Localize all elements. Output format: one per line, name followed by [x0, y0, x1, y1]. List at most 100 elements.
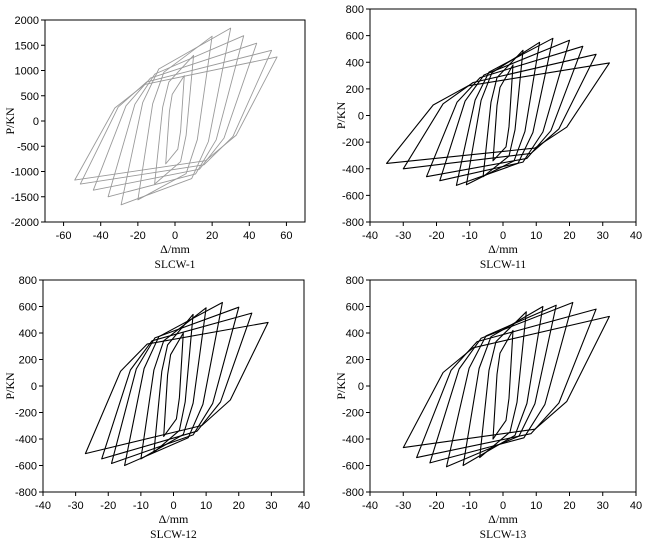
hysteresis-loop-2 [479, 311, 527, 459]
y-tick-label: 1000 [15, 66, 39, 78]
hysteresis-loop-3 [137, 35, 213, 201]
x-tick-label: 10 [530, 500, 542, 512]
y-tick-label: -200 [342, 137, 364, 149]
x-tick-label: -40 [35, 500, 51, 512]
y-tick-label: -600 [342, 190, 364, 202]
hysteresis-loop-2 [482, 49, 524, 178]
y-tick-label: 400 [346, 57, 364, 69]
hysteresis-loop-7 [79, 49, 273, 185]
y-tick-label: 200 [346, 355, 364, 367]
hysteresis-loop-4 [120, 27, 232, 206]
hysteresis-loop-5 [429, 301, 574, 464]
chart-caption: SLCW-1 [155, 259, 196, 271]
hysteresis-loop-1 [492, 329, 514, 440]
y-tick-label: -1000 [11, 167, 39, 179]
y-tick-label: -800 [342, 487, 364, 499]
hysteresis-loop-3 [465, 41, 541, 186]
x-tick-label: 20 [563, 230, 575, 242]
y-tick-label: 400 [19, 328, 37, 340]
x-tick-label: 30 [597, 230, 609, 242]
y-tick-label: 600 [346, 302, 364, 314]
x-tick-label: 40 [630, 500, 642, 512]
hysteresis-loop-5 [110, 306, 240, 465]
y-tick-label: 0 [358, 381, 364, 393]
x-tick-label: 20 [563, 500, 575, 512]
hysteresis-loop-6 [416, 308, 597, 459]
hysteresis-loop-7 [84, 321, 269, 455]
y-tick-label: -500 [17, 141, 39, 153]
y-tick-label: 600 [19, 302, 37, 314]
x-axis-title: Δ/mm [159, 512, 189, 526]
y-tick-label: 0 [358, 111, 364, 123]
x-tick-label: 20 [206, 230, 218, 242]
hysteresis-loop-8 [74, 56, 278, 181]
y-tick-label: 800 [346, 4, 364, 16]
x-tick-label: 0 [172, 230, 178, 242]
x-tick-label: 60 [280, 230, 292, 242]
y-tick-label: -400 [342, 434, 364, 446]
y-tick-label: 0 [33, 116, 39, 128]
hysteresis-loop-1 [165, 75, 185, 165]
x-tick-label: -40 [93, 230, 109, 242]
x-tick-label: -60 [56, 230, 72, 242]
y-axis-title: P/KN [3, 372, 17, 400]
x-tick-label: 40 [298, 500, 310, 512]
x-axis-title: Δ/mm [488, 242, 518, 256]
hysteresis-loop-4 [445, 304, 557, 468]
plot-frame [369, 279, 637, 493]
chart-caption: SLCW-12 [150, 529, 197, 541]
x-tick-label: -10 [462, 500, 478, 512]
y-tick-label: -200 [342, 408, 364, 420]
y-axis-title: P/KN [334, 372, 348, 400]
y-tick-label: 0 [31, 381, 37, 393]
y-tick-label: 200 [19, 355, 37, 367]
x-tick-label: -40 [362, 230, 378, 242]
x-tick-label: -30 [68, 500, 84, 512]
hysteresis-loop-7 [402, 315, 610, 449]
hysteresis-loop-1 [163, 332, 184, 437]
hysteresis-loop-6 [425, 45, 584, 178]
y-tick-label: 600 [346, 31, 364, 43]
y-tick-label: 1500 [15, 40, 39, 52]
x-tick-label: -40 [362, 500, 378, 512]
hysteresis-loop-3 [462, 305, 544, 467]
x-tick-label: -30 [395, 230, 411, 242]
y-tick-label: 500 [21, 91, 39, 103]
hysteresis-loop-6 [101, 312, 253, 460]
x-tick-label: -30 [395, 500, 411, 512]
y-tick-label: -200 [15, 408, 37, 420]
y-axis-title: P/KN [334, 101, 348, 129]
chart-panel-1: 2000 1500 1000 500 0 -500 -1000 -1500 -2000 -60 -4… [3, 15, 306, 271]
x-tick-label: 0 [170, 500, 176, 512]
x-tick-label: 0 [500, 230, 506, 242]
hysteresis-loop-5 [107, 35, 245, 198]
x-tick-label: 30 [597, 500, 609, 512]
x-tick-label: 40 [243, 230, 255, 242]
y-tick-label: -1500 [11, 192, 39, 204]
plot-frame [369, 8, 637, 223]
y-tick-label: -400 [15, 434, 37, 446]
y-tick-label: 200 [346, 84, 364, 96]
hysteresis-loop-1 [492, 64, 514, 162]
x-axis-title: Δ/mm [488, 512, 518, 526]
x-tick-label: 40 [630, 230, 642, 242]
y-tick-label: 2000 [15, 15, 39, 27]
y-tick-label: 400 [346, 328, 364, 340]
hysteresis-loop-4 [455, 37, 554, 186]
x-tick-label: -20 [100, 500, 116, 512]
y-tick-label: -800 [342, 217, 364, 229]
y-tick-label: -600 [342, 461, 364, 473]
x-tick-label: 20 [233, 500, 245, 512]
x-tick-label: 10 [200, 500, 212, 512]
y-tick-label: -600 [15, 461, 37, 473]
hysteresis-loop-3 [140, 307, 207, 460]
chart-caption: SLCW-11 [480, 259, 526, 271]
hysteresis-loop-2 [154, 54, 195, 185]
chart-caption: SLCW-13 [480, 529, 527, 541]
y-tick-label: -400 [342, 164, 364, 176]
y-tick-label: 800 [19, 275, 37, 287]
